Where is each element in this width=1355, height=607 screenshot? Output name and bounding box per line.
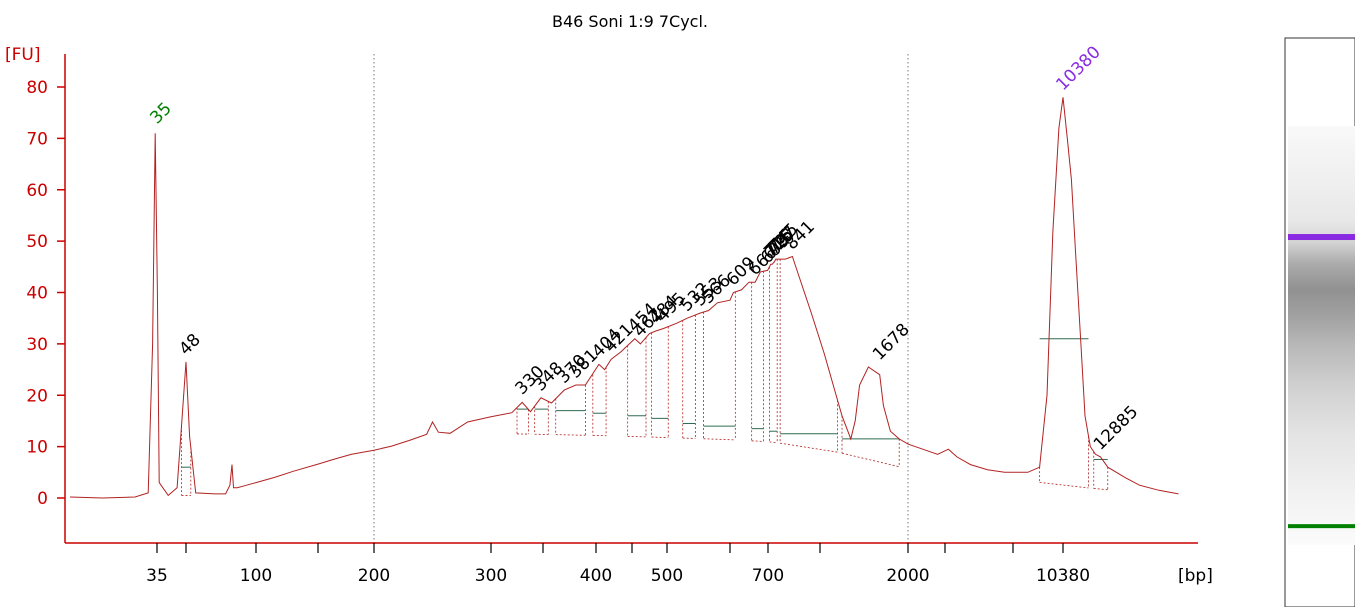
x-axis: [bp] 35 100 200 300 400 500 700 2000 10380 <box>65 542 1213 586</box>
peak-bin-baseline <box>841 452 900 468</box>
x-tick-label: 300 <box>475 566 507 586</box>
x-tick-label: 2000 <box>886 566 929 586</box>
upper-marker-label: 10380 <box>1052 42 1104 94</box>
fluorescence-trace <box>69 97 1179 499</box>
x-tick-label: 500 <box>651 566 683 586</box>
y-ticks: 0 10 20 30 40 50 60 70 80 <box>26 78 65 509</box>
gel-upper-marker-band <box>1288 234 1355 241</box>
y-tick-label: 60 <box>26 181 48 201</box>
x-ticks: 35 100 200 300 400 500 700 2000 10380 <box>146 543 1090 586</box>
peak-bin-baseline <box>769 441 778 444</box>
y-tick-label: 10 <box>26 438 48 458</box>
gel-lane <box>1284 37 1355 607</box>
x-tick-label: 400 <box>580 566 612 586</box>
lower-marker-label: 35 <box>146 99 175 128</box>
peak-bin-baseline <box>651 436 669 438</box>
gel-bands <box>1288 126 1355 545</box>
y-tick-label: 50 <box>26 232 48 252</box>
peak-bin-baseline <box>1093 488 1108 491</box>
y-axis-label: [FU] <box>5 45 41 65</box>
peak-label: 48 <box>175 330 204 359</box>
y-tick-label: 40 <box>26 284 48 304</box>
peak-bin-baseline <box>627 435 647 438</box>
y-tick-label: 20 <box>26 386 48 406</box>
x-tick-label: 100 <box>240 566 272 586</box>
y-tick-label: 30 <box>26 335 48 355</box>
peak-bin-baseline <box>555 434 586 436</box>
gridlines <box>373 54 909 543</box>
x-tick-label: 700 <box>752 566 784 586</box>
y-tick-label: 70 <box>26 129 48 149</box>
peak-labels: 4833034837038140442145446248449553255356… <box>146 42 1142 454</box>
gel-lower-marker-band <box>1288 524 1355 529</box>
peak-bin-baseline <box>703 438 736 441</box>
peak-label: 12885 <box>1090 402 1142 454</box>
peak-bins <box>181 259 1109 496</box>
chart-title: B46 Soni 1:9 7Cycl. <box>552 12 708 31</box>
y-tick-label: 80 <box>26 78 48 98</box>
x-axis-label: [bp] <box>1178 566 1213 586</box>
x-tick-label: 10380 <box>1036 566 1090 586</box>
x-tick-label: 200 <box>358 566 390 586</box>
y-axis: [FU] 0 10 20 30 40 50 60 70 80 <box>5 45 66 543</box>
peak-bin-baseline <box>751 440 764 442</box>
x-tick-label: 35 <box>146 566 168 586</box>
peak-label: 1678 <box>869 320 914 365</box>
peak-bin-baseline <box>780 442 838 453</box>
peak-bin-baseline <box>1039 482 1089 489</box>
y-tick-label: 0 <box>37 489 48 509</box>
